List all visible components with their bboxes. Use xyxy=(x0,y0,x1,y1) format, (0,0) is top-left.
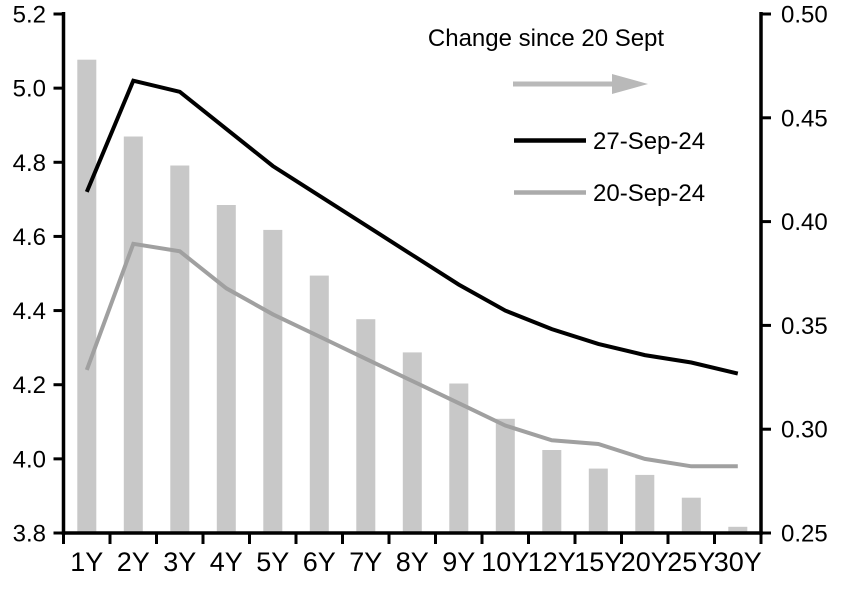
legend-title: Change since 20 Sept xyxy=(428,25,665,52)
x-axis-label-4Y: 4Y xyxy=(210,547,243,577)
line-27-Sep-24 xyxy=(84,78,739,376)
bar-9Y xyxy=(449,383,469,533)
left-axis-label-4.8: 4.8 xyxy=(13,150,46,177)
line-20-Sep-24 xyxy=(84,241,738,469)
x-axis-label-1Y: 1Y xyxy=(70,547,103,577)
bar-1Y xyxy=(77,59,97,533)
right-axis-label-0.50: 0.50 xyxy=(781,2,828,29)
x-axis-label-30Y: 30Y xyxy=(714,547,762,577)
axes xyxy=(53,12,771,544)
bar-7Y xyxy=(356,319,376,533)
line-series-group xyxy=(84,78,739,469)
right-axis-tick-labels: 0.50 0.45 0.40 0.35 0.30 0.25 xyxy=(781,2,828,548)
x-axis-label-25Y: 25Y xyxy=(667,547,715,577)
x-axis-label-20Y: 20Y xyxy=(621,547,669,577)
bar-20Y xyxy=(635,474,655,533)
bar-8Y xyxy=(402,352,422,533)
bar-5Y xyxy=(263,229,283,533)
left-axis-label-3.8: 3.8 xyxy=(13,521,46,548)
left-axis-label-5.2: 5.2 xyxy=(13,2,46,29)
x-axis-label-3Y: 3Y xyxy=(163,547,196,577)
right-axis-label-0.30: 0.30 xyxy=(781,417,828,444)
left-axis-label-4.4: 4.4 xyxy=(13,298,46,325)
left-axis-label-4.2: 4.2 xyxy=(13,372,46,399)
bar-30Y xyxy=(728,526,748,533)
x-axis-label-6Y: 6Y xyxy=(303,547,336,577)
bar-15Y xyxy=(588,468,608,533)
x-axis-label-7Y: 7Y xyxy=(349,547,382,577)
legend: Change since 20 Sept 27-Sep-24 20-Sep-24 xyxy=(428,25,705,207)
bar-4Y xyxy=(216,205,236,533)
right-axis-label-0.45: 0.45 xyxy=(781,105,828,132)
left-axis-label-4.6: 4.6 xyxy=(13,224,46,251)
right-axis-label-0.25: 0.25 xyxy=(781,521,828,548)
legend-label-27-sep: 27-Sep-24 xyxy=(593,128,705,155)
x-axis-label-2Y: 2Y xyxy=(117,547,150,577)
bar-10Y xyxy=(495,418,515,533)
x-axis-label-8Y: 8Y xyxy=(396,547,429,577)
change-arrow-icon xyxy=(513,74,648,94)
x-axis-label-12Y: 12Y xyxy=(528,547,576,577)
left-axis-label-5.0: 5.0 xyxy=(13,76,46,103)
x-axis-label-9Y: 9Y xyxy=(442,547,475,577)
bar-12Y xyxy=(542,450,562,533)
left-axis-tick-labels: 5.2 5.0 4.8 4.6 4.4 4.2 4.0 3.8 xyxy=(13,2,46,548)
right-axis-label-0.35: 0.35 xyxy=(781,313,828,340)
x-axis-label-5Y: 5Y xyxy=(256,547,289,577)
bar-3Y xyxy=(170,165,190,533)
x-axis-label-15Y: 15Y xyxy=(574,547,622,577)
bar-25Y xyxy=(681,497,701,533)
legend-label-20-sep: 20-Sep-24 xyxy=(593,180,705,207)
left-axis-label-4.0: 4.0 xyxy=(13,446,46,473)
x-axis-label-10Y: 10Y xyxy=(481,547,529,577)
bar-6Y xyxy=(309,275,329,533)
right-axis-label-0.40: 0.40 xyxy=(781,209,828,236)
bar-2Y xyxy=(123,136,143,533)
